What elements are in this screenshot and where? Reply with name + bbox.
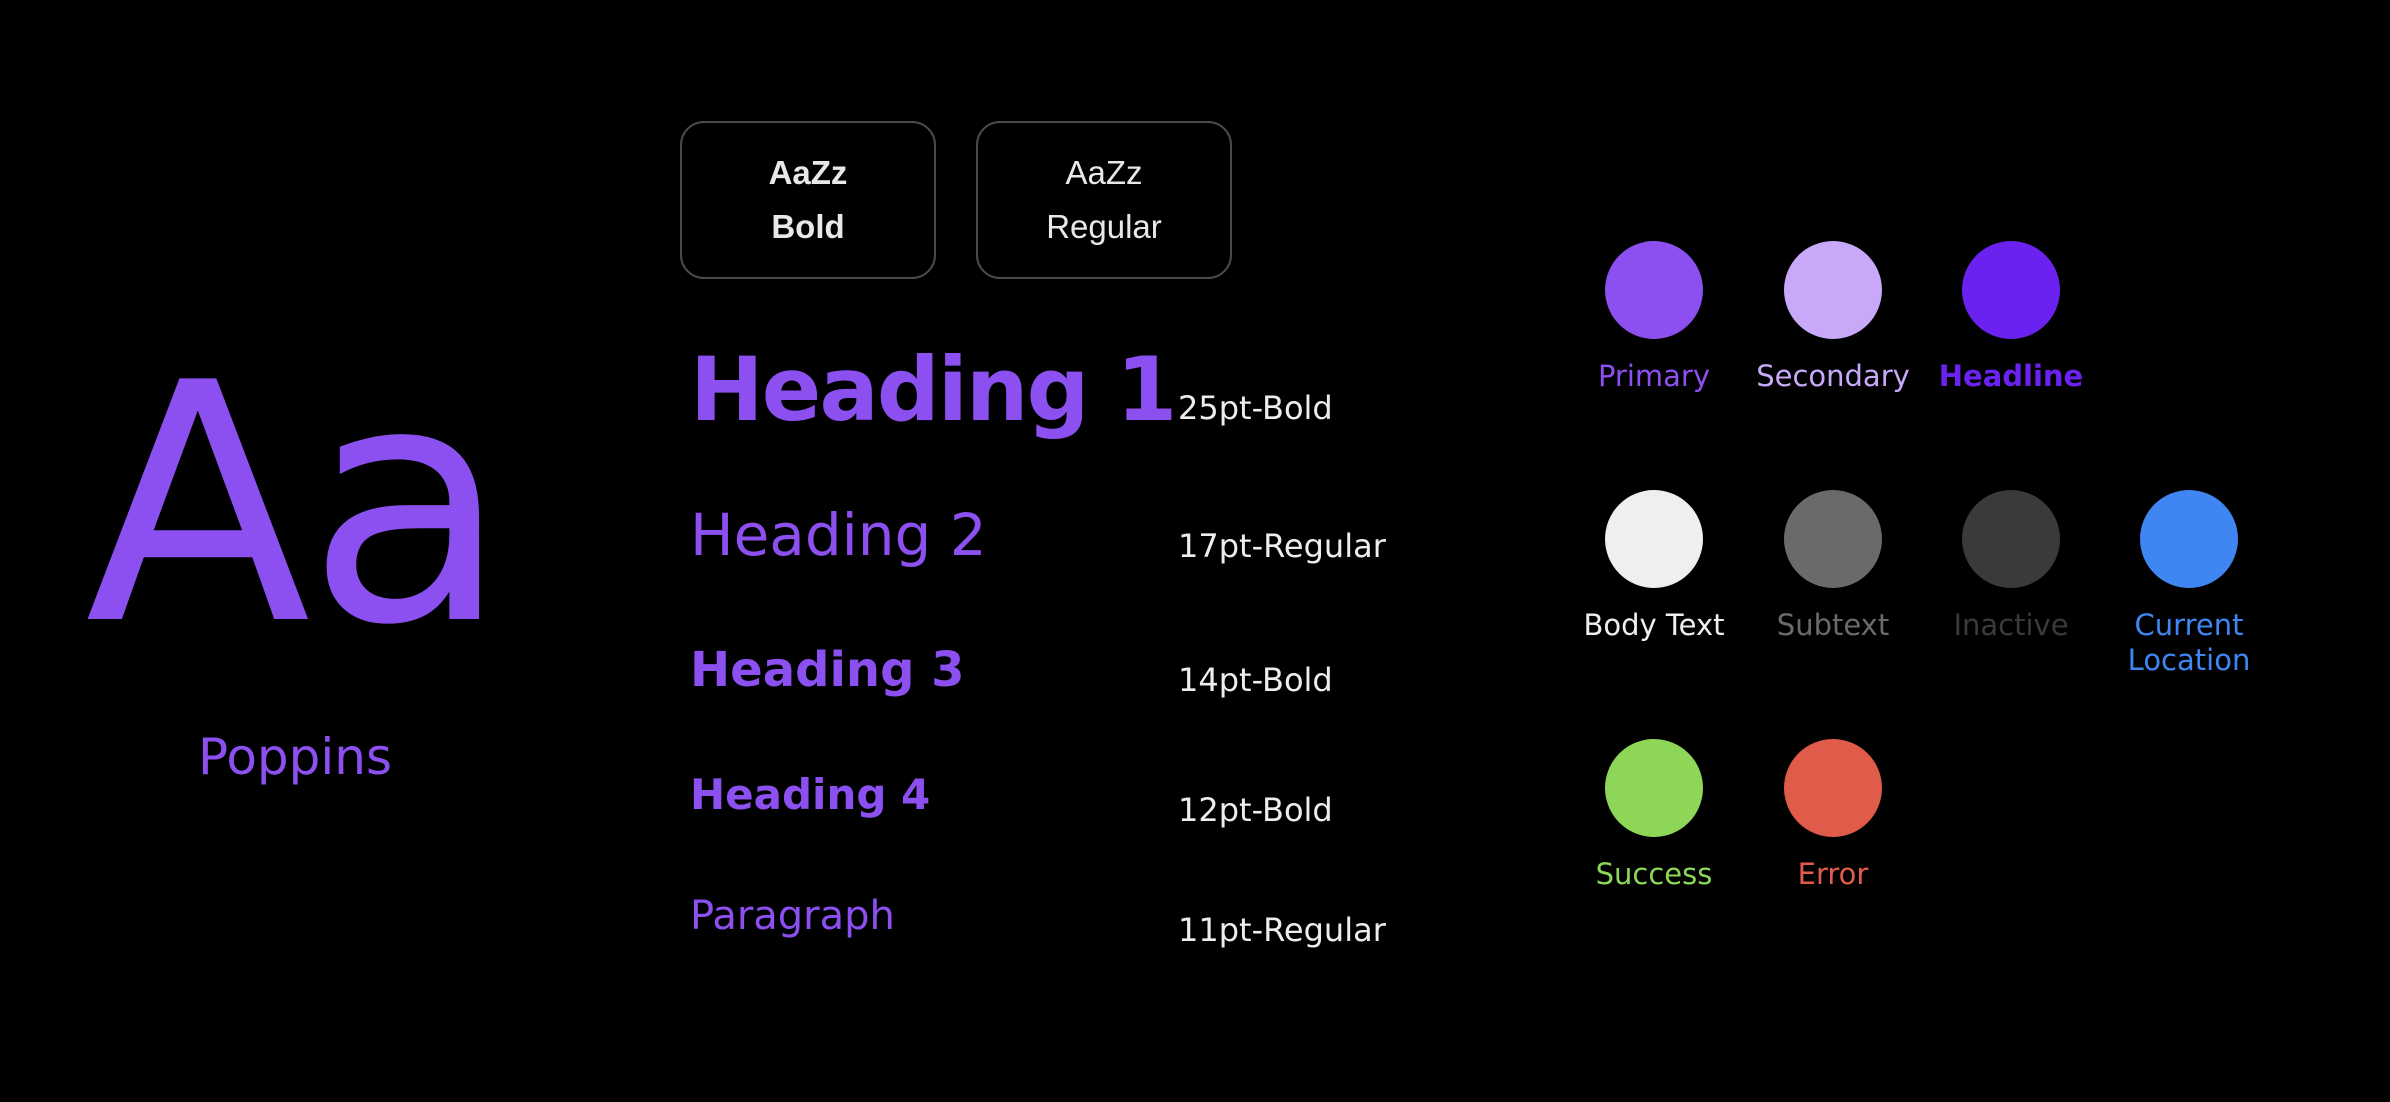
color-dot <box>1784 241 1882 339</box>
color-dot <box>1605 739 1703 837</box>
color-label: Current Location <box>2127 608 2251 677</box>
color-dot <box>1784 739 1882 837</box>
type-sample: Paragraph <box>690 893 895 939</box>
type-scale-heading-3: Heading 3 14pt-Bold <box>690 600 1390 700</box>
type-spec: 11pt-Regular <box>1178 911 1386 949</box>
color-swatch-inactive: Inactive <box>1911 490 2111 643</box>
type-spec: 12pt-Bold <box>1178 791 1333 829</box>
type-spec: 17pt-Regular <box>1178 527 1386 565</box>
color-dot <box>1784 490 1882 588</box>
color-dot <box>1962 490 2060 588</box>
weight-card-regular: AaZz Regular <box>976 121 1232 279</box>
typeface-specimen: Aa <box>85 313 509 697</box>
color-label: Body Text <box>1583 608 1725 642</box>
weight-sample: AaZz <box>768 154 848 191</box>
color-label: Subtext <box>1776 608 1890 642</box>
color-dot <box>1605 490 1703 588</box>
color-label: Success <box>1595 857 1713 891</box>
color-swatch-secondary: Secondary <box>1733 241 1933 394</box>
color-swatch-primary: Primary <box>1554 241 1754 394</box>
weight-label: Bold <box>771 208 845 245</box>
color-label: Error <box>1797 857 1869 891</box>
color-dot <box>2140 490 2238 588</box>
type-sample: Heading 3 <box>690 642 965 698</box>
color-dot <box>1605 241 1703 339</box>
color-swatch-error: Error <box>1733 739 1933 892</box>
type-scale-heading-4: Heading 4 12pt-Bold <box>690 730 1390 830</box>
type-sample: Heading 4 <box>690 770 931 819</box>
color-swatch-current-location: Current Location <box>2089 490 2289 678</box>
color-swatch-body-text: Body Text <box>1554 490 1754 643</box>
color-swatch-success: Success <box>1554 739 1754 892</box>
color-dot <box>1962 241 2060 339</box>
type-scale-paragraph: Paragraph 11pt-Regular <box>690 848 1390 948</box>
color-label: Secondary <box>1756 359 1910 393</box>
weight-label: Regular <box>1046 208 1162 245</box>
color-swatch-headline: Headline <box>1911 241 2111 394</box>
type-sample: Heading 1 <box>690 338 1177 441</box>
type-scale-heading-1: Heading 1 25pt-Bold <box>690 340 1390 440</box>
color-swatch-subtext: Subtext <box>1733 490 1933 643</box>
type-sample: Heading 2 <box>690 501 987 569</box>
weight-sample: AaZz <box>1065 154 1143 191</box>
type-spec: 25pt-Bold <box>1178 389 1333 427</box>
color-label: Inactive <box>1953 608 2069 642</box>
color-label: Headline <box>1938 359 2084 393</box>
type-spec: 14pt-Bold <box>1178 661 1333 699</box>
typeface-name: Poppins <box>197 728 393 786</box>
type-scale-heading-2: Heading 2 17pt-Regular <box>690 470 1390 570</box>
color-label: Primary <box>1597 359 1711 393</box>
weight-card-bold: AaZz Bold <box>680 121 936 279</box>
